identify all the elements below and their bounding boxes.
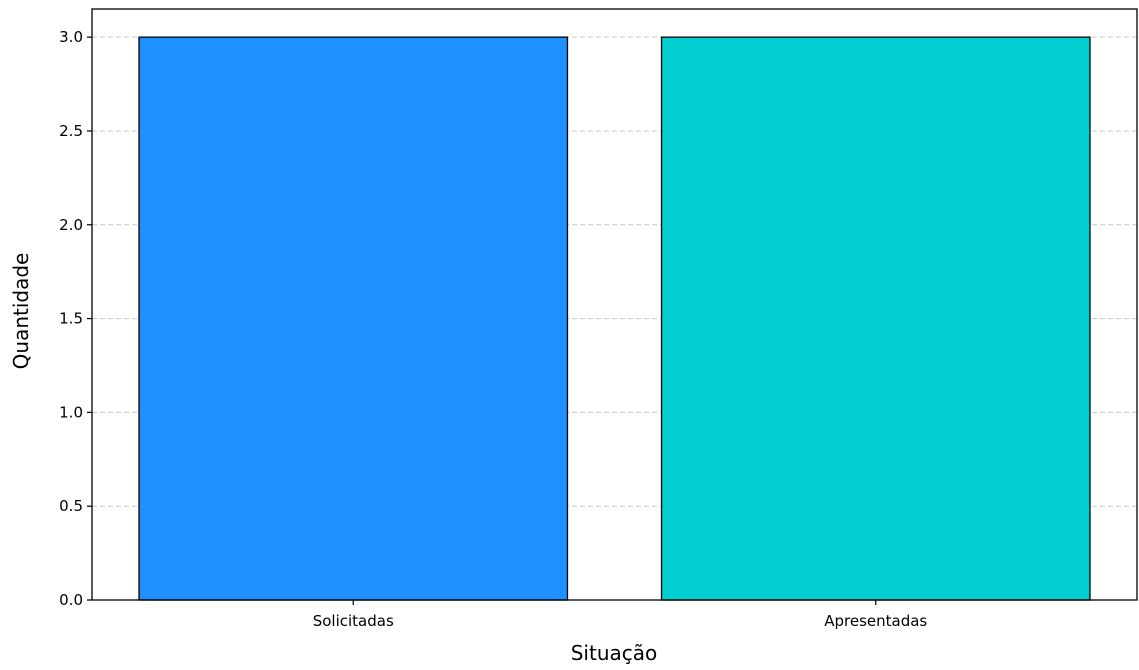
y-tick-label: 1.5 [59, 310, 83, 328]
y-tick-label: 0.0 [59, 591, 83, 609]
bars [138, 36, 1091, 601]
x-axis-label: Situação [571, 641, 658, 665]
grid-lines [92, 36, 1137, 507]
bar-solicitadas [138, 36, 569, 601]
y-tick-label: 1.0 [59, 403, 83, 421]
y-tick-label: 3.0 [59, 28, 83, 46]
x-tick-label: Apresentadas [824, 612, 927, 630]
bar-apresentadas [660, 36, 1091, 601]
axes [87, 8, 1138, 605]
y-tick-label: 2.0 [59, 216, 83, 234]
y-tick-label: 2.5 [59, 122, 83, 140]
plot-frame [91, 8, 1138, 601]
y-axis-label: Quantidade [9, 253, 33, 370]
x-tick-label: Solicitadas [313, 612, 394, 630]
y-tick-label: 0.5 [59, 497, 83, 515]
tick-labels: 0.0 0.5 1.0 1.5 2.0 2.5 3.0 Solicitadas Apresent… [59, 28, 927, 630]
